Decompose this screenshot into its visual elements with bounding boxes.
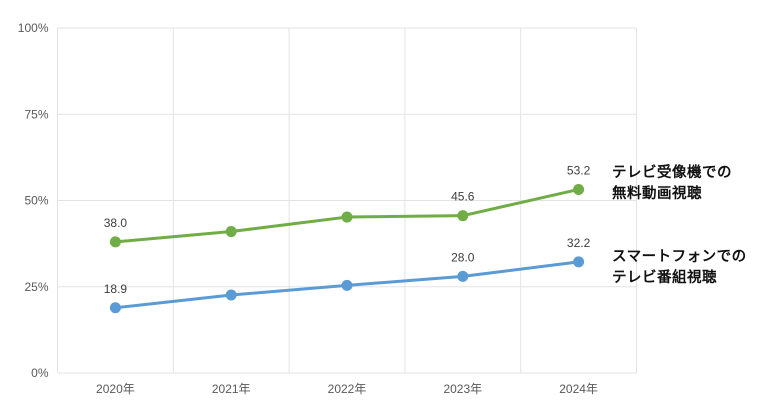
data-point-label: 28.0 [451, 250, 475, 264]
series-label-line: テレビ受像機での [612, 165, 732, 181]
y-axis-tick-label: 75% [24, 107, 48, 121]
series-label-tv-free-video: テレビ受像機での 無料動画視聴 [612, 163, 732, 205]
data-point-label: 53.2 [567, 163, 591, 177]
data-point-label: 18.9 [104, 282, 128, 296]
data-point [225, 226, 237, 238]
data-point [457, 210, 469, 222]
y-axis-tick-label: 0% [31, 366, 49, 380]
series-label-line: 無料動画視聴 [612, 186, 702, 202]
data-point [341, 279, 353, 291]
x-axis-tick-label: 2020年 [96, 382, 135, 396]
y-axis-tick-label: 50% [24, 194, 48, 208]
x-axis-tick-label: 2024年 [559, 382, 598, 396]
series-label-smartphone-tv: スマートフォンでの テレビ番組視聴 [612, 247, 747, 289]
x-axis-tick-label: 2022年 [328, 382, 367, 396]
series-label-line: スマートフォンでの [612, 249, 747, 265]
data-point [225, 289, 237, 301]
series-label-line: テレビ番組視聴 [612, 270, 717, 286]
data-point [573, 256, 585, 268]
x-axis-tick-label: 2021年 [212, 382, 251, 396]
data-point [573, 183, 585, 195]
data-point [109, 302, 121, 314]
data-point-label: 32.2 [567, 236, 591, 250]
y-axis-tick-label: 100% [18, 21, 49, 35]
data-point [341, 211, 353, 223]
data-point-label: 38.0 [104, 216, 128, 230]
y-axis-tick-label: 25% [24, 280, 48, 294]
data-point [457, 270, 469, 282]
data-point [109, 236, 121, 248]
data-point-label: 45.6 [451, 190, 475, 204]
x-axis-tick-label: 2023年 [443, 382, 482, 396]
